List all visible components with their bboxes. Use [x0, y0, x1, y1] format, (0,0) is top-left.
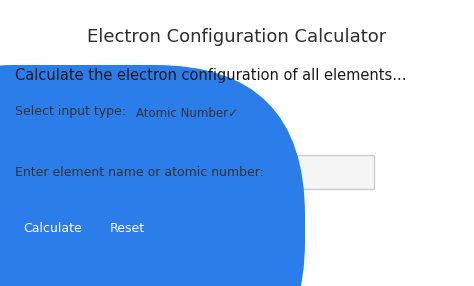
Text: Select input type:: Select input type: — [15, 106, 126, 118]
Text: Calculate the electron configuration of all elements...: Calculate the electron configuration of … — [15, 68, 407, 83]
Text: Enter element name or atomic number:: Enter element name or atomic number: — [15, 166, 264, 178]
Text: Atomic Number✓: Atomic Number✓ — [136, 108, 238, 120]
FancyBboxPatch shape — [128, 100, 246, 128]
FancyBboxPatch shape — [0, 65, 305, 286]
FancyBboxPatch shape — [0, 65, 240, 286]
FancyBboxPatch shape — [262, 155, 374, 189]
Text: Reset: Reset — [110, 221, 145, 235]
Text: Calculate: Calculate — [23, 221, 82, 235]
Text: Electron Configuration Calculator: Electron Configuration Calculator — [87, 28, 387, 46]
